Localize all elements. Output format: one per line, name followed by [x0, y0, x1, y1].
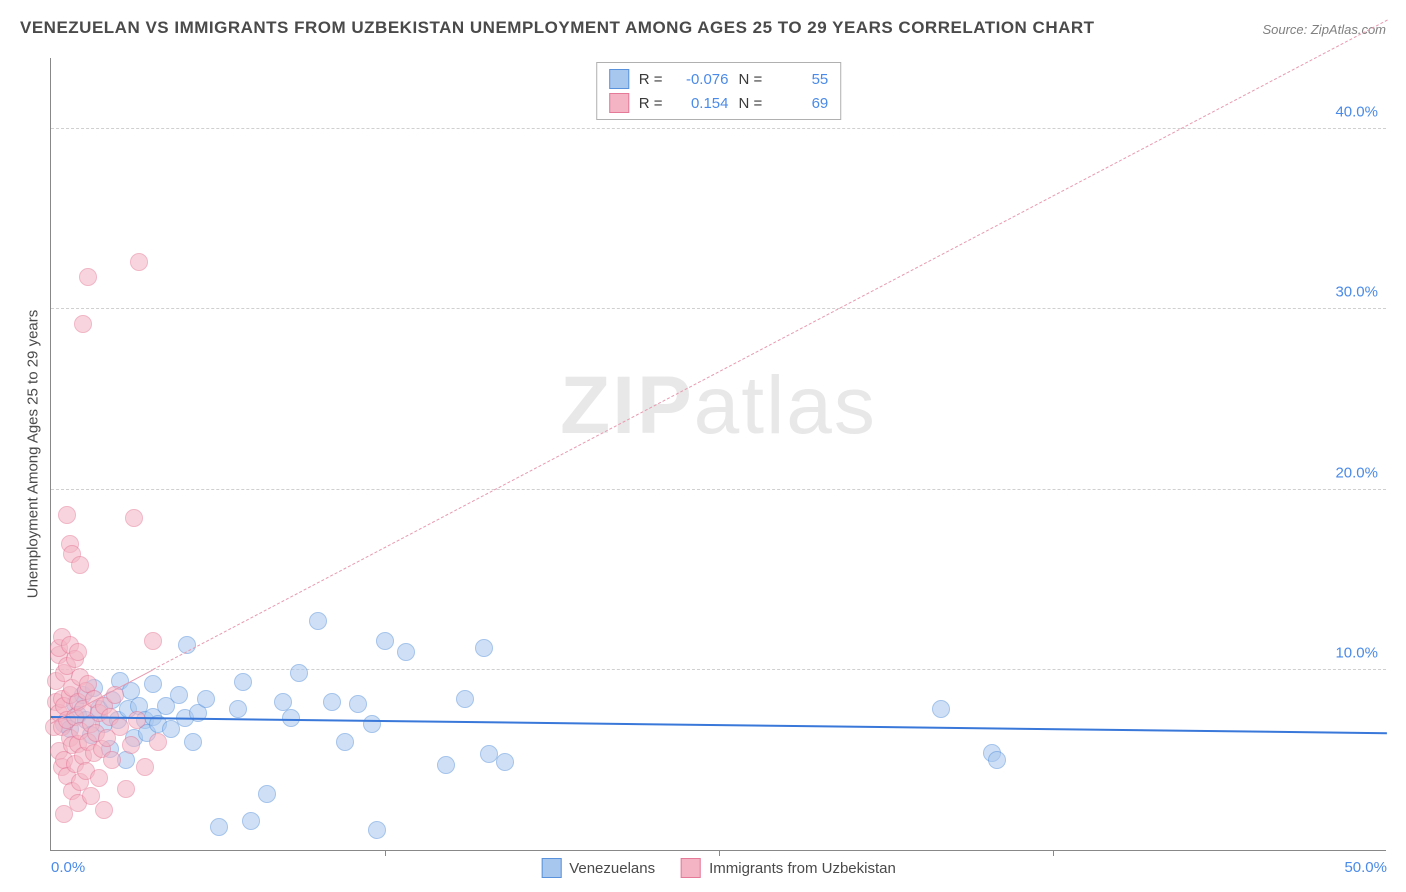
trend-line	[51, 716, 1387, 734]
scatter-point	[234, 673, 252, 691]
scatter-point	[90, 769, 108, 787]
scatter-point	[74, 315, 92, 333]
stats-legend-box: R = -0.076 N = 55 R = 0.154 N = 69	[596, 62, 842, 120]
y-axis-label: Unemployment Among Ages 25 to 29 years	[25, 310, 42, 599]
scatter-point	[368, 821, 386, 839]
scatter-point	[242, 812, 260, 830]
legend-swatch-0	[541, 858, 561, 878]
y-tick-label: 30.0%	[1335, 284, 1378, 301]
bottom-legend: Venezuelans Immigrants from Uzbekistan	[541, 858, 896, 878]
stats-row-series-1: R = 0.154 N = 69	[609, 91, 829, 115]
stat-r-label: R =	[639, 95, 663, 112]
scatter-point	[988, 751, 1006, 769]
stat-n-label: N =	[739, 71, 763, 88]
scatter-point	[125, 509, 143, 527]
plot-area: Unemployment Among Ages 25 to 29 years Z…	[50, 58, 1386, 851]
scatter-point	[323, 693, 341, 711]
scatter-point	[197, 690, 215, 708]
scatter-point	[82, 787, 100, 805]
scatter-point	[229, 700, 247, 718]
stat-n-value-0: 55	[772, 71, 828, 88]
chart-title: VENEZUELAN VS IMMIGRANTS FROM UZBEKISTAN…	[20, 18, 1095, 38]
scatter-point	[376, 632, 394, 650]
scatter-point	[349, 695, 367, 713]
scatter-point	[144, 675, 162, 693]
scatter-point	[58, 506, 76, 524]
scatter-point	[130, 253, 148, 271]
y-tick-label: 20.0%	[1335, 464, 1378, 481]
stat-n-label: N =	[739, 95, 763, 112]
swatch-series-1	[609, 93, 629, 113]
scatter-point	[95, 801, 113, 819]
scatter-point	[149, 733, 167, 751]
scatter-point	[71, 556, 89, 574]
scatter-point	[170, 686, 188, 704]
x-tick-mark	[1053, 850, 1054, 856]
scatter-point	[363, 715, 381, 733]
scatter-point	[932, 700, 950, 718]
legend-item-0: Venezuelans	[541, 858, 655, 878]
scatter-point	[336, 733, 354, 751]
stat-r-value-1: 0.154	[673, 95, 729, 112]
scatter-point	[258, 785, 276, 803]
stat-r-value-0: -0.076	[673, 71, 729, 88]
stats-row-series-0: R = -0.076 N = 55	[609, 67, 829, 91]
watermark: ZIPatlas	[560, 359, 877, 453]
scatter-point	[117, 780, 135, 798]
scatter-point	[103, 751, 121, 769]
scatter-point	[128, 711, 146, 729]
scatter-point	[136, 758, 154, 776]
scatter-point	[496, 753, 514, 771]
legend-label-0: Venezuelans	[569, 860, 655, 877]
stat-r-label: R =	[639, 71, 663, 88]
stat-n-value-1: 69	[772, 95, 828, 112]
scatter-point	[309, 612, 327, 630]
watermark-bold: ZIP	[560, 360, 694, 451]
gridline	[51, 308, 1386, 309]
scatter-point	[210, 818, 228, 836]
scatter-point	[144, 632, 162, 650]
swatch-series-0	[609, 69, 629, 89]
x-tick-mark	[385, 850, 386, 856]
y-tick-label: 10.0%	[1335, 644, 1378, 661]
y-tick-label: 40.0%	[1335, 104, 1378, 121]
scatter-point	[184, 733, 202, 751]
scatter-point	[397, 643, 415, 661]
x-tick-mark	[719, 850, 720, 856]
gridline	[51, 669, 1386, 670]
scatter-point	[79, 268, 97, 286]
scatter-point	[69, 643, 87, 661]
scatter-point	[290, 664, 308, 682]
scatter-point	[456, 690, 474, 708]
x-tick-label: 50.0%	[1344, 859, 1387, 876]
scatter-point	[122, 736, 140, 754]
x-tick-label: 0.0%	[51, 859, 85, 876]
watermark-light: atlas	[694, 360, 877, 451]
gridline	[51, 489, 1386, 490]
legend-label-1: Immigrants from Uzbekistan	[709, 860, 896, 877]
legend-item-1: Immigrants from Uzbekistan	[681, 858, 896, 878]
scatter-point	[437, 756, 455, 774]
legend-swatch-1	[681, 858, 701, 878]
gridline	[51, 128, 1386, 129]
scatter-point	[475, 639, 493, 657]
